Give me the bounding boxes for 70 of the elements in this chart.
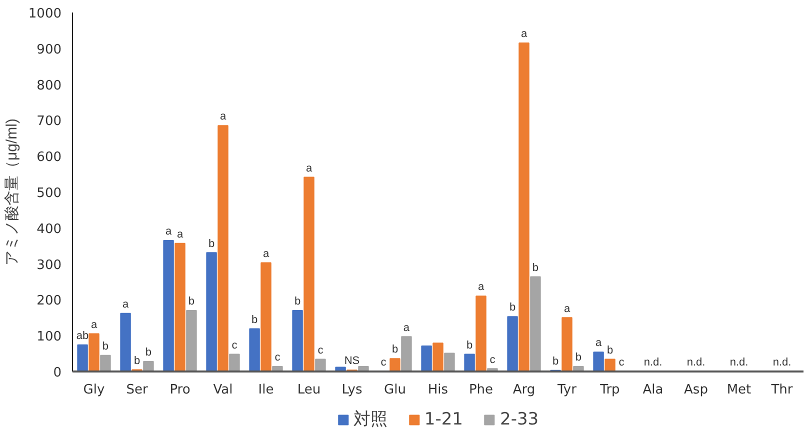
x-tick-label: Phe	[468, 382, 494, 398]
text: n.d.	[644, 356, 662, 369]
y-tick-label: 400	[36, 222, 62, 237]
data-label: c	[274, 352, 281, 364]
data-label: a	[403, 322, 410, 334]
legend-label: 1-21	[424, 409, 463, 429]
y-tick-label: 800	[36, 78, 62, 94]
data-label: a	[564, 302, 571, 315]
x-tick-label: Pro	[170, 382, 190, 398]
data-label: a	[220, 110, 227, 123]
x-tick-label: Thr	[770, 382, 794, 398]
data-label: a	[165, 226, 172, 238]
data-label: b	[294, 296, 301, 308]
data-label: a	[595, 337, 602, 350]
x-tick-label: Trp	[599, 382, 620, 398]
x-tick-label: Tyr	[556, 382, 578, 398]
data-label: a	[306, 162, 313, 174]
y-tick-label: 100	[36, 330, 62, 345]
x-tick-label: Ile	[258, 382, 274, 398]
data-label: b	[208, 238, 215, 250]
text: n.d.	[730, 356, 748, 369]
text: n.d.	[686, 356, 706, 369]
x-tick-label: Ala	[642, 382, 664, 398]
y-tick-label: 900	[36, 42, 62, 58]
data-label: b	[134, 354, 140, 367]
data-label: b	[466, 339, 473, 352]
data-label: a	[90, 318, 98, 331]
data-label: b	[575, 352, 582, 364]
text: n.d.	[772, 356, 792, 369]
y-tick-label: 0	[53, 366, 62, 380]
y-tick-label: 300	[36, 258, 62, 273]
y-tick-label: 500	[36, 186, 62, 201]
data-label: b	[102, 340, 109, 352]
x-tick-label: Ser	[126, 382, 148, 398]
data-label: a	[176, 228, 184, 240]
data-label: b	[606, 344, 614, 356]
x-tick-label: Val	[213, 382, 233, 398]
data-label: NS	[344, 355, 360, 368]
data-label: b	[392, 344, 398, 356]
data-label: a	[520, 28, 528, 40]
data-label: c	[380, 356, 387, 369]
x-tick-label: Met	[726, 382, 752, 398]
y-tick-label: 200	[36, 294, 62, 309]
x-tick-label: Asp	[684, 382, 708, 398]
data-label: b	[145, 346, 152, 359]
data-label: c	[618, 356, 625, 369]
data-label: a	[478, 281, 485, 294]
x-tick-label: Arg	[512, 382, 536, 398]
data-label: ab	[76, 330, 89, 342]
data-label: a	[122, 298, 130, 310]
data-label: c	[318, 344, 324, 356]
legend-label: 2-33	[500, 409, 539, 429]
y-axis-title: アミノ酸含量（μg/ml)	[3, 118, 20, 266]
x-tick-label: Glu	[384, 382, 406, 398]
data-label: c	[490, 354, 496, 366]
x-tick-label: Gly	[83, 382, 105, 398]
data-label: b	[532, 262, 539, 274]
data-label: b	[251, 314, 258, 326]
data-label: a	[262, 248, 270, 260]
x-tick-label: Leu	[297, 382, 321, 398]
data-label: b	[188, 296, 195, 308]
x-tick-label: Lys	[342, 382, 362, 398]
y-tick-label: 1000	[28, 6, 62, 22]
x-tick-label: His	[428, 382, 448, 398]
data-label: c	[232, 339, 238, 352]
data-label: b	[509, 302, 516, 314]
legend-label: 対照	[353, 408, 388, 430]
y-tick-label: 700	[36, 114, 62, 130]
data-label: b	[552, 356, 559, 368]
y-tick-label: 600	[36, 150, 62, 166]
